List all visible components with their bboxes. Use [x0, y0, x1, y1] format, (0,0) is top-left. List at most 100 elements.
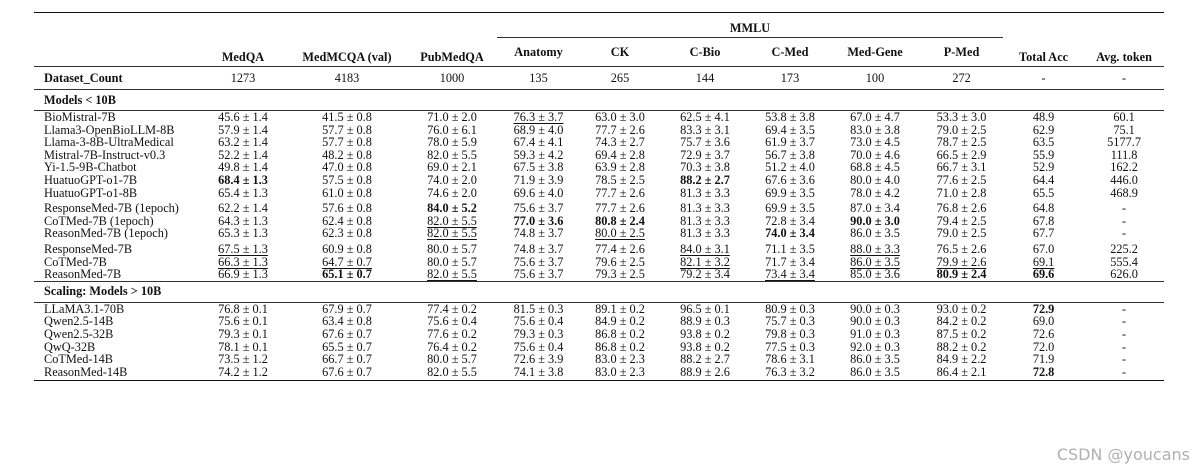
- score-cell: 53.3 ± 3.0: [920, 111, 1003, 124]
- score-cell: 79.3 ± 0.1: [199, 328, 287, 341]
- score-cell: 84.2 ± 0.2: [920, 315, 1003, 328]
- score-cell: 468.9: [1084, 186, 1164, 200]
- score-value: -: [1122, 364, 1127, 379]
- score-cell: 75.6 ± 0.4: [407, 315, 497, 328]
- watermark: CSDN @youcans: [1056, 445, 1190, 464]
- score-value: 77.7 ± 2.6: [595, 122, 645, 137]
- score-cell: 77.4 ± 2.6: [580, 240, 660, 256]
- score-cell: 63.9 ± 2.8: [580, 161, 660, 174]
- score-value: 69.0 ± 2.1: [427, 160, 477, 175]
- score-cell: 79.3 ± 0.3: [497, 328, 580, 341]
- score-value: 62.3 ± 0.8: [322, 226, 372, 241]
- score-value: 78.6 ± 3.1: [765, 352, 815, 367]
- score-cell: 88.2 ± 2.7: [660, 174, 750, 187]
- score-value: -: [1122, 213, 1127, 228]
- score-cell: 77.6 ± 0.2: [407, 328, 497, 341]
- score-cell: 57.9 ± 1.4: [199, 123, 287, 137]
- score-cell: 72.8 ± 3.4: [750, 214, 830, 228]
- score-value: 84.0 ± 5.2: [427, 201, 477, 216]
- score-cell: 68.9 ± 4.0: [497, 123, 580, 137]
- table-row: Llama-3-8B-UltraMedical 63.2 ± 1.4 57.7 ± …: [34, 136, 1164, 149]
- model-name: CoTMed-7B (1epoch): [44, 213, 154, 228]
- score-cell: 74.6 ± 2.0: [407, 186, 497, 200]
- score-cell: 81.3 ± 3.3: [660, 199, 750, 215]
- score-value: 74.8 ± 3.7: [513, 241, 564, 256]
- score-value: 72.6 ± 3.9: [513, 352, 564, 367]
- model-name: Qwen2.5-14B: [44, 314, 114, 329]
- score-cell: -: [1084, 227, 1164, 240]
- score-cell: 75.6 ± 3.7: [497, 255, 580, 269]
- score-value: 64.3 ± 1.3: [218, 213, 268, 228]
- score-cell: 76.3 ± 3.7: [497, 111, 580, 124]
- score-value: 82.0 ± 5.5: [427, 147, 477, 162]
- score-cell: 49.8 ± 1.4: [199, 161, 287, 174]
- score-value: 66.3 ± 1.3: [218, 254, 268, 269]
- score-cell: 96.5 ± 0.1: [660, 302, 750, 315]
- score-value: 80.0 ± 5.7: [427, 352, 477, 367]
- score-value: 72.6: [1032, 326, 1055, 341]
- score-value: 69.4 ± 3.5: [765, 122, 815, 137]
- score-cell: 67.0: [1003, 240, 1084, 256]
- score-cell: 86.8 ± 0.2: [580, 340, 660, 354]
- model-name: Qwen2.5-32B: [44, 326, 114, 341]
- score-cell: 80.0 ± 2.5: [580, 227, 660, 240]
- score-cell: 77.4 ± 0.2: [407, 302, 497, 315]
- score-value: 88.9 ± 0.3: [680, 314, 730, 329]
- score-cell: 86.0 ± 3.5: [830, 227, 920, 240]
- dataset-count-value: 265: [610, 70, 630, 85]
- score-value: 73.5 ± 1.2: [218, 352, 268, 367]
- score-value: 63.5: [1032, 135, 1055, 150]
- score-cell: 56.7 ± 3.8: [750, 148, 830, 162]
- results-table-container: MedQA MedMCQA (val) PubMedQA MMLU Total …: [34, 12, 1165, 382]
- score-value: 162.2: [1110, 160, 1138, 175]
- score-cell: 75.6 ± 0.4: [497, 315, 580, 328]
- score-value: 81.3 ± 3.3: [680, 185, 730, 200]
- score-value: 74.8 ± 3.7: [513, 226, 564, 241]
- score-value: 64.4: [1032, 172, 1055, 187]
- score-value: 72.0: [1032, 339, 1055, 354]
- model-name: ReasonMed-14B: [34, 365, 199, 382]
- score-value: 79.6 ± 2.5: [595, 254, 645, 269]
- score-cell: 52.2 ± 1.4: [199, 148, 287, 162]
- score-value: 70.3 ± 3.8: [680, 160, 730, 175]
- table-row: QwQ-32B 78.1 ± 0.1 65.5 ± 0.7 76.4 ± 0.2 75.…: [34, 339, 1164, 354]
- score-value: 81.3 ± 3.3: [680, 213, 730, 228]
- score-cell: 82.1 ± 3.2: [660, 255, 750, 269]
- score-cell: 70.3 ± 3.8: [660, 161, 750, 174]
- score-cell: 74.8 ± 3.7: [497, 240, 580, 256]
- score-value: 67.9 ± 0.7: [322, 301, 372, 316]
- score-value: 81.3 ± 3.3: [680, 226, 730, 241]
- score-cell: 55.9: [1003, 148, 1084, 162]
- score-cell: -: [1084, 364, 1165, 382]
- score-cell: 78.0 ± 5.9: [407, 136, 497, 149]
- score-cell: 68.4 ± 1.3: [199, 174, 287, 187]
- score-cell: 80.9 ± 2.4: [920, 268, 1003, 281]
- model-name: HuatuoGPT-o1-7B: [44, 172, 138, 187]
- table-row: ReasonMed-7B 66.9 ± 1.3 65.1 ± 0.7 82.0 ± 5…: [34, 268, 1164, 281]
- score-cell: 73.5 ± 1.2: [199, 353, 287, 366]
- score-cell: 67.7: [1003, 227, 1084, 240]
- score-value: 89.1 ± 0.2: [595, 301, 645, 316]
- score-cell: 83.0 ± 2.3: [580, 353, 660, 366]
- score-cell: 67.6 ± 0.7: [287, 365, 407, 382]
- score-value: 48.2 ± 0.8: [322, 147, 372, 162]
- score-cell: 59.3 ± 4.2: [497, 148, 580, 162]
- table-row: CoTMed-7B (1epoch) 64.3 ± 1.3 62.4 ± 0.8 82…: [34, 213, 1164, 228]
- score-value: 76.3 ± 3.7: [513, 110, 564, 124]
- score-cell: 76.4 ± 0.2: [407, 340, 497, 354]
- score-value: 87.0 ± 3.4: [850, 201, 900, 216]
- score-cell: 60.9 ± 0.8: [287, 240, 407, 256]
- score-value: 82.0 ± 5.5: [427, 267, 477, 282]
- score-cell: 67.9 ± 0.7: [287, 302, 407, 315]
- score-cell: 71.1 ± 3.5: [750, 240, 830, 256]
- score-cell: 88.9 ± 0.3: [660, 315, 750, 328]
- score-value: 67.5 ± 3.8: [513, 160, 564, 175]
- score-cell: 69.4 ± 3.5: [750, 122, 830, 137]
- model-name: ResponseMed-7B: [44, 241, 133, 256]
- score-value: 76.0 ± 6.1: [427, 122, 477, 137]
- score-value: 77.6 ± 0.2: [427, 326, 477, 341]
- score-cell: 65.5 ± 0.7: [287, 340, 407, 354]
- score-value: 62.2 ± 1.4: [218, 201, 268, 216]
- score-cell: 68.8 ± 4.5: [830, 161, 920, 174]
- score-value: -: [1122, 314, 1127, 329]
